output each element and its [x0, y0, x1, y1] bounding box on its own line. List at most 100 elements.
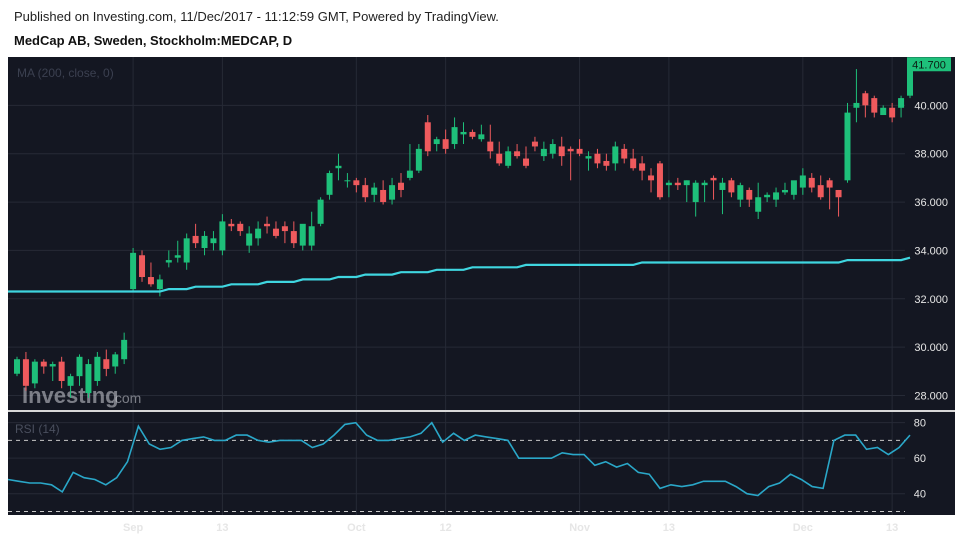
candle-body — [585, 156, 592, 159]
candle-body — [22, 359, 29, 386]
candle-body — [272, 228, 279, 236]
candle-body — [514, 151, 521, 157]
price-tick-label: 28.000 — [914, 390, 948, 402]
rsi-tick-label: 60 — [914, 453, 926, 465]
candle-body — [317, 199, 324, 224]
candle-body — [790, 180, 797, 195]
candle-body — [898, 98, 905, 108]
candle-body — [451, 127, 458, 145]
candle-body — [683, 180, 690, 186]
price-tick-label: 32.000 — [914, 294, 948, 306]
candle-body — [478, 134, 485, 140]
candle-body — [353, 180, 360, 186]
candle-body — [67, 376, 74, 386]
ma-200-line — [8, 256, 911, 293]
candle-body — [612, 146, 619, 164]
candle-body — [496, 153, 503, 164]
candle-body — [844, 112, 851, 181]
candle-body — [665, 182, 672, 186]
rsi-indicator-label: RSI (14) — [15, 422, 60, 436]
candle-body — [907, 64, 913, 96]
rsi-panel-background — [8, 412, 955, 515]
candle-body — [746, 189, 753, 200]
candle-body — [103, 359, 110, 369]
candle-body — [246, 233, 253, 246]
candle-body — [406, 170, 413, 178]
candle-body — [308, 226, 315, 246]
price-tick-label: 38.000 — [914, 149, 948, 161]
candle-body — [755, 197, 762, 212]
candle-body — [210, 238, 217, 244]
candle-body — [531, 141, 538, 147]
candle-body — [460, 131, 467, 135]
last-price-badge — [907, 57, 951, 72]
candle-body — [326, 173, 333, 195]
candle-body — [523, 158, 530, 166]
candle-body — [880, 107, 887, 116]
candle-body — [576, 148, 583, 154]
candle-body — [728, 180, 735, 193]
candle-body — [344, 180, 351, 182]
candle-body — [264, 223, 271, 227]
candle-body — [397, 182, 404, 190]
rsi-tick-label: 40 — [914, 489, 926, 501]
rsi-tick-label: 80 — [914, 418, 926, 430]
candle-body — [737, 185, 744, 200]
candle-body — [219, 221, 226, 251]
candle-body — [76, 356, 83, 377]
time-tick-label: Oct — [347, 522, 366, 534]
price-axis: 28.000 30.000 32.000 34.000 36.000 38.000 40.0… — [914, 100, 948, 402]
candle-body — [764, 194, 771, 198]
time-tick-label: Nov — [569, 522, 591, 534]
candle-body — [540, 148, 547, 157]
candle-body — [121, 339, 128, 360]
candle-body — [630, 158, 637, 169]
candle-body — [424, 122, 431, 152]
rsi-axis: 40 60 80 — [914, 418, 926, 501]
published-credit: Published on Investing.com, 11/Dec/2017 … — [14, 9, 499, 24]
candle-body — [139, 255, 146, 278]
price-panel-background — [8, 57, 955, 410]
price-tick-label: 36.000 — [914, 197, 948, 209]
candle-body — [621, 148, 628, 159]
candle-body — [85, 364, 92, 394]
candle-body — [835, 189, 842, 198]
candle-body — [281, 226, 288, 232]
time-axis: Sep 13 Oct 12 Nov 13 Dec 13 — [123, 522, 898, 534]
last-price-label: 41.700 — [912, 59, 946, 71]
candle-body — [255, 228, 262, 239]
candle-body — [335, 165, 342, 169]
candle-body — [371, 187, 378, 195]
rsi-line — [7, 421, 911, 497]
candle-body — [567, 148, 574, 152]
candle-body — [558, 146, 565, 157]
candle-body — [639, 163, 646, 171]
candle-body — [442, 139, 449, 149]
candle-body — [808, 177, 815, 188]
time-tick-label: Sep — [123, 522, 143, 534]
candle-body — [31, 361, 38, 384]
candle-body — [862, 93, 869, 106]
watermark-suffix: .com — [111, 390, 141, 406]
candle-body — [58, 361, 65, 381]
candle-body — [40, 361, 47, 367]
candlestick-series — [14, 59, 913, 398]
candle-body — [487, 141, 494, 152]
time-tick-label: 13 — [663, 522, 675, 534]
candle-body — [174, 255, 181, 258]
candle-body — [112, 354, 119, 367]
price-tick-label: 40.000 — [914, 100, 948, 112]
candle-body — [603, 160, 610, 166]
candle-body — [817, 185, 824, 198]
candle-body — [799, 175, 806, 188]
candle-body — [237, 223, 244, 232]
candle-body — [594, 153, 601, 164]
candle-body — [156, 279, 163, 290]
ma-indicator-label: MA (200, close, 0) — [17, 66, 114, 80]
candle-body — [290, 231, 297, 244]
candle-body — [781, 189, 788, 193]
candle-body — [656, 163, 663, 198]
time-tick-label: 13 — [216, 522, 228, 534]
candle-body — [719, 182, 726, 190]
